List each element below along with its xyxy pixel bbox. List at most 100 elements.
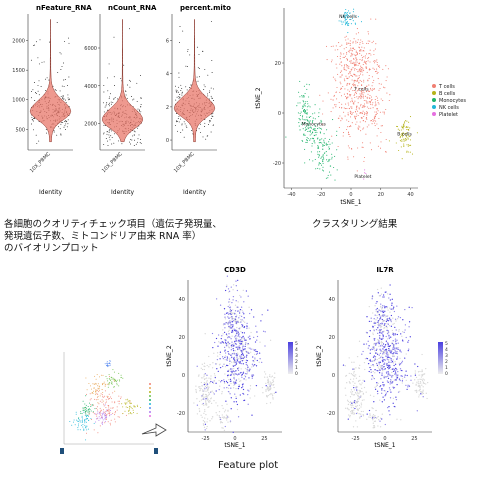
cluster-point [382, 86, 385, 88]
cluster-point [335, 104, 337, 106]
feature-point [381, 413, 383, 415]
feature-point [391, 302, 393, 304]
cluster-point [375, 18, 377, 20]
cluster-point [382, 68, 384, 70]
feature-point [350, 391, 352, 393]
feature-point [347, 408, 349, 410]
cluster-point [346, 53, 348, 55]
cluster-point [371, 104, 373, 106]
cluster-point [351, 17, 354, 19]
violin-point [113, 98, 115, 100]
feature-point [396, 375, 399, 377]
feature-point [237, 416, 240, 418]
thumb-point [95, 392, 97, 394]
cluster-point [347, 73, 350, 75]
feature-point [243, 399, 246, 401]
cluster-point [299, 102, 301, 104]
feature-point [418, 390, 420, 392]
cluster-point [404, 138, 406, 140]
violin-point [125, 94, 127, 96]
feature-point [391, 368, 394, 370]
violin-point [132, 135, 134, 137]
cluster-point [358, 108, 360, 110]
violin-point [178, 91, 180, 93]
thumb-point [87, 415, 89, 417]
feature-point [417, 382, 419, 385]
thumb-point [106, 395, 108, 397]
thumb-point [109, 376, 110, 377]
cluster-point [303, 85, 305, 87]
feature-point [240, 315, 243, 318]
violin-point [67, 123, 69, 125]
feature-point [422, 386, 424, 388]
cluster-y-label: tSNE_2 [255, 87, 262, 108]
feature-point [242, 353, 244, 355]
thumb-point [93, 390, 94, 392]
thumb-point [107, 412, 109, 414]
thumb-point [108, 409, 110, 411]
feature-colorbar-label: 4 [445, 347, 448, 353]
thumb-point [103, 381, 105, 383]
feature-point [382, 384, 384, 386]
feature-point [351, 409, 354, 412]
feature-point [362, 415, 365, 417]
cluster-point [335, 63, 337, 65]
feature-point [226, 374, 229, 377]
feature-point [379, 369, 381, 371]
thumb-point [105, 410, 107, 412]
feature-point [417, 379, 419, 381]
cluster-point [354, 23, 357, 25]
feature-point [354, 382, 356, 384]
cluster-point [323, 144, 325, 147]
feature-point [381, 367, 383, 369]
cluster-point [351, 53, 353, 55]
cluster-point [338, 42, 340, 44]
feature-point [419, 386, 421, 389]
feature-point [249, 335, 251, 337]
feature-y-tick-label: -20 [327, 411, 335, 417]
violin-point [65, 129, 66, 130]
thumb-point [113, 371, 115, 373]
cluster-label: Platelet [354, 174, 371, 180]
cluster-point [326, 59, 328, 61]
feature-point [376, 307, 378, 310]
feature-point [373, 318, 375, 320]
violin-point [176, 96, 178, 98]
feature-point [346, 399, 349, 401]
violin-point [180, 84, 182, 86]
cluster-x-tick-label: 40 [407, 192, 413, 198]
feature-point [243, 378, 245, 380]
cluster-point [364, 105, 366, 107]
cluster-point [370, 100, 372, 102]
feature-point [235, 316, 237, 318]
feature-point [400, 419, 402, 421]
violin-point [129, 141, 131, 143]
feature-point [266, 394, 268, 397]
thumb-point [118, 372, 120, 374]
cluster-point [347, 145, 349, 147]
cluster-point [355, 40, 357, 42]
thumb-point [100, 414, 101, 416]
cluster-point [353, 63, 355, 65]
violin-point [111, 137, 113, 139]
feature-point [205, 377, 208, 379]
thumb-point [129, 407, 130, 409]
thumb-point [109, 414, 111, 416]
feature-point [385, 335, 387, 338]
feature-point [244, 372, 247, 375]
feature-point [244, 343, 247, 345]
feature-point [369, 352, 371, 354]
thumb-point [110, 407, 112, 409]
feature-point [205, 395, 207, 398]
feature-point [394, 326, 396, 329]
feature-point [368, 345, 370, 347]
cluster-point [372, 67, 374, 69]
feature-point [226, 416, 229, 418]
feature-point [388, 324, 391, 327]
feature-point [245, 379, 247, 381]
violin-point [63, 126, 65, 128]
violin-point [49, 41, 51, 43]
violin-point [175, 85, 176, 87]
feature-point [384, 316, 386, 318]
legend-label: T cells [438, 84, 455, 90]
